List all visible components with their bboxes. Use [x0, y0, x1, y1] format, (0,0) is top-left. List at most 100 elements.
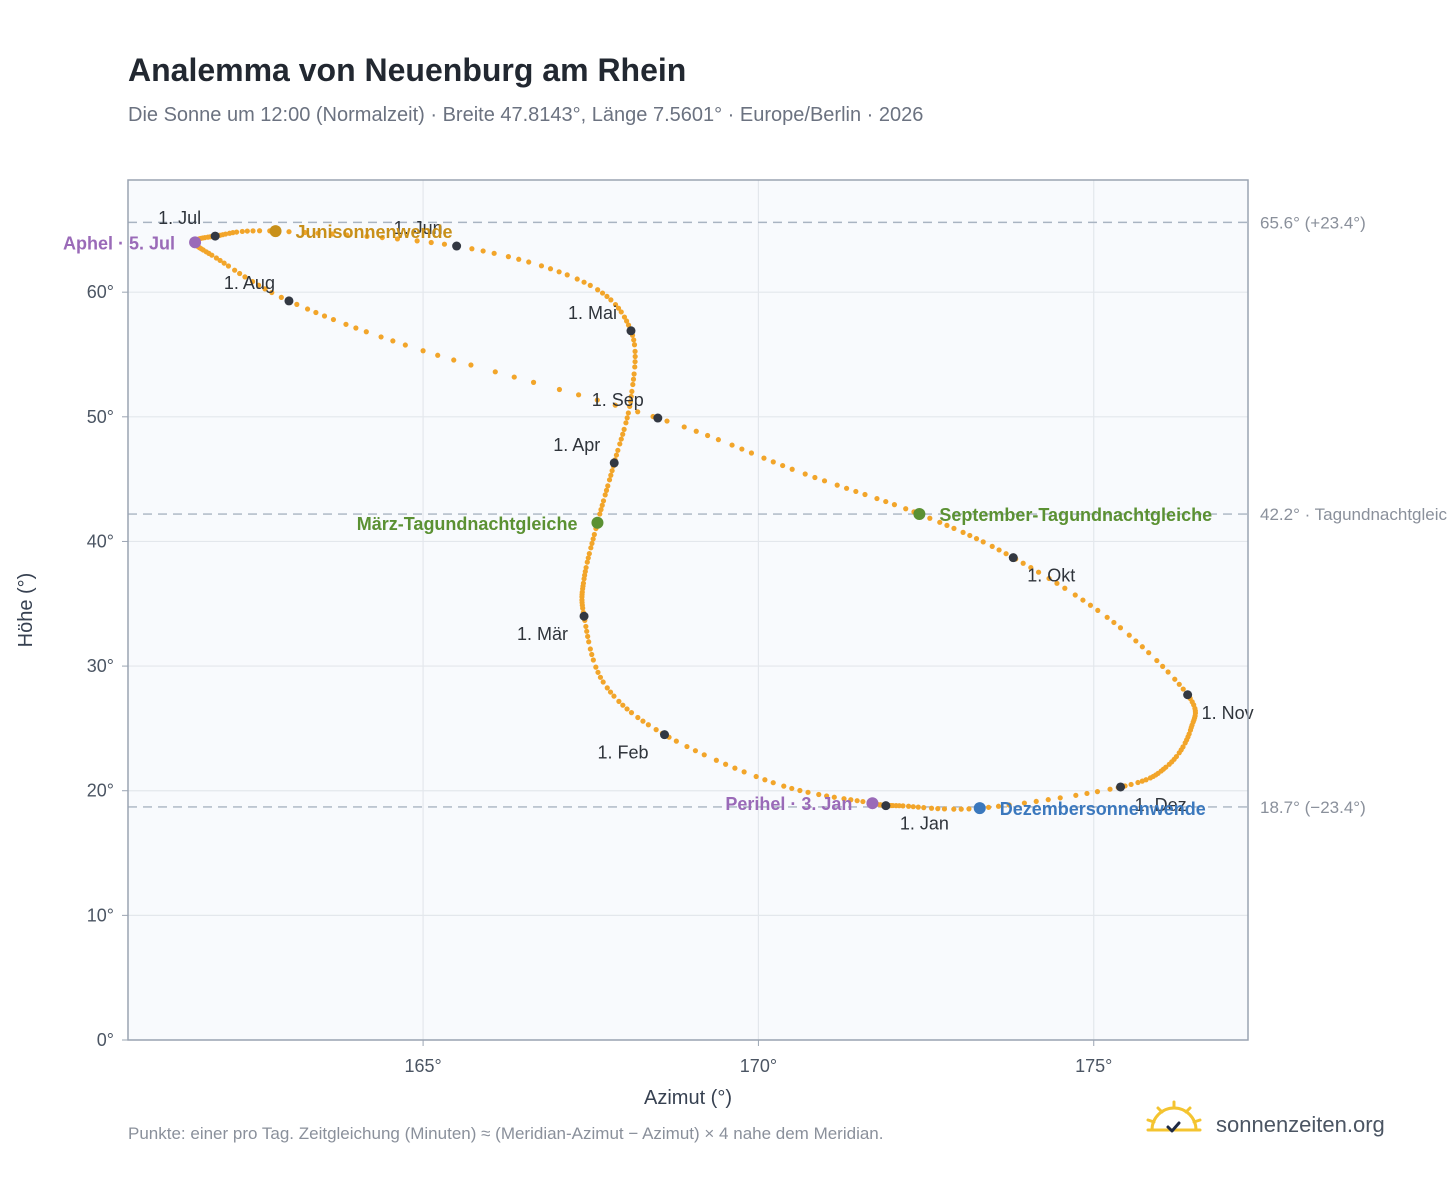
day-dot [781, 783, 787, 789]
y-axis-label: Höhe (°) [15, 573, 37, 648]
day-dot [624, 706, 630, 712]
day-dot [1035, 569, 1042, 575]
day-dot [1107, 786, 1113, 792]
day-dot [623, 318, 630, 324]
day-dot [1073, 792, 1079, 798]
plot-frame [127, 179, 1249, 1041]
day-dot [853, 488, 859, 495]
day-dot [586, 551, 592, 557]
day-dot [232, 267, 238, 273]
day-dot [713, 757, 719, 763]
day-dot [673, 738, 679, 744]
day-dot [1128, 781, 1134, 788]
brand-name: sonnenzeiten.org [1216, 1112, 1385, 1137]
day-dot [505, 254, 511, 260]
day-dot [217, 257, 223, 264]
y-tick-label: 50° [87, 407, 114, 427]
day-dot [834, 482, 840, 488]
day-dot [378, 334, 384, 340]
plot-area [128, 180, 1248, 1040]
y-tick-label: 60° [87, 282, 114, 302]
day-dot [294, 301, 300, 307]
special-point [973, 802, 986, 815]
day-dot [1182, 740, 1188, 746]
day-dot [900, 803, 906, 809]
day-dot [748, 450, 755, 456]
day-dot [1028, 565, 1034, 571]
day-dot [693, 428, 699, 434]
day-dot [611, 693, 617, 699]
day-dot [613, 452, 620, 458]
day-dot [492, 369, 498, 375]
day-dot [612, 301, 619, 308]
day-dot [723, 761, 729, 767]
day-dot [600, 498, 607, 504]
day-dot [589, 540, 595, 547]
month-marker [609, 458, 619, 468]
day-dot [1139, 778, 1145, 784]
day-dot [635, 714, 641, 721]
day-dot [608, 472, 614, 478]
chart-title: Analemma von Neuenburg am Rhein [128, 52, 687, 88]
day-dot [632, 359, 638, 365]
day-dot [705, 432, 711, 439]
day-dot [1072, 592, 1078, 598]
day-dot [491, 250, 497, 256]
day-dot [883, 498, 889, 505]
day-dot [302, 229, 308, 236]
day-dot [980, 539, 986, 545]
day-dot [213, 255, 219, 261]
special-point-label: März-Tagundnachtgleiche [357, 514, 578, 534]
day-dot [581, 279, 587, 285]
day-dot [966, 806, 972, 812]
day-dot [1104, 614, 1110, 620]
day-dot [816, 791, 822, 798]
day-dot [580, 580, 587, 586]
month-marker [452, 241, 462, 251]
brand[interactable]: sonnenzeiten.org [1146, 1100, 1406, 1150]
day-dot [631, 337, 637, 343]
day-dot [1020, 560, 1026, 566]
day-dot [1080, 597, 1086, 603]
day-dot [921, 805, 927, 811]
day-dot [1046, 575, 1052, 582]
day-dot [608, 297, 614, 303]
day-dot [831, 794, 837, 800]
day-dot [628, 710, 635, 716]
special-point-label: Junisonnenwende [296, 222, 453, 242]
month-marker-label: 1. Mai [568, 303, 617, 323]
month-marker-label: 1. Jan [900, 814, 949, 834]
day-dot [640, 718, 646, 724]
day-dot [278, 294, 284, 300]
day-dot [451, 357, 457, 363]
day-dot [996, 547, 1002, 553]
day-dot [239, 228, 245, 235]
day-dot [599, 290, 606, 296]
day-dot [941, 806, 948, 812]
month-marker-label: 1. Jul [158, 208, 201, 228]
day-dot [313, 309, 319, 316]
day-dot [1166, 761, 1172, 767]
day-dot [824, 793, 830, 799]
y-tick-label: 10° [87, 905, 114, 925]
day-dot [812, 474, 818, 481]
day-dot [967, 532, 973, 539]
day-dot [363, 329, 369, 335]
day-dot [590, 536, 596, 542]
day-dot [629, 388, 635, 395]
reference-line-label: 65.6° (+23.4°) [1260, 213, 1366, 232]
day-dot [242, 274, 248, 280]
day-dot [343, 321, 349, 327]
special-point [866, 797, 879, 810]
day-dot [595, 669, 601, 675]
month-marker-label: 1. Nov [1202, 703, 1254, 723]
day-dot [587, 282, 593, 288]
y-tick-label: 40° [87, 531, 114, 551]
month-marker [881, 801, 891, 811]
day-dot [618, 436, 624, 442]
day-dot [585, 555, 591, 561]
day-dot [574, 276, 580, 282]
day-dot [209, 252, 215, 258]
day-dot [862, 491, 868, 498]
day-dot [986, 804, 992, 810]
